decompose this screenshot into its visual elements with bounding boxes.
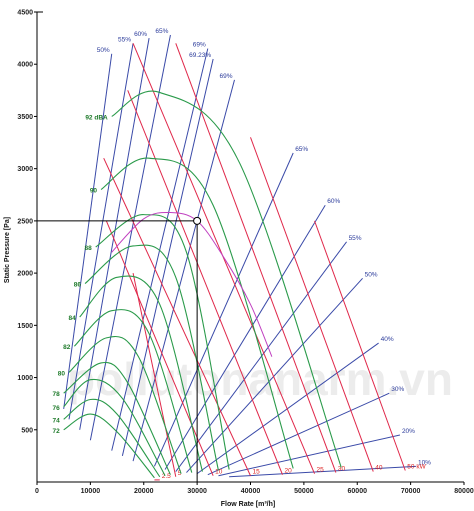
y-tick-label: 1500 [17,323,33,330]
power-label: 5 [178,470,182,477]
noise-curve [63,361,171,475]
noise-label: 86 [74,282,82,289]
efficiency-label: 20% [402,428,415,435]
x-tick-label: 70000 [401,488,421,495]
power-line [132,43,316,474]
efficiency-label: 55% [349,235,362,242]
x-tick-label: 50000 [294,488,314,495]
noise-label: 92 dBA [85,114,108,121]
power-line [105,220,214,476]
efficiency-label: 69% [193,42,206,49]
y-tick-label: 3500 [17,114,33,121]
efficiency-label: 40% [381,336,394,343]
power-label: 30 [338,466,346,473]
noise-curve [79,275,203,472]
noise-label: 80 [58,370,66,377]
x-tick-label: 60000 [348,488,368,495]
y-tick-label: 4000 [17,62,33,69]
y-tick-label: 3000 [17,166,33,173]
efficiency-label: 50% [97,47,110,54]
noise-curve [111,90,342,468]
noise-curve [100,157,294,469]
efficiency-label: 65% [155,28,168,35]
power-label: 15 [253,469,261,476]
noise-label: 72 [52,428,60,435]
efficiency-line [153,152,294,467]
x-tick-label: 10000 [81,488,101,495]
power-line [175,43,337,473]
power-line [103,158,251,476]
efficiency-line [229,465,416,478]
x-tick-label: 40000 [241,488,261,495]
watermark: pollutonanarm.vn [67,353,453,405]
efficiency-label: 50% [365,271,378,278]
power-line [250,137,374,472]
efficiency-label: 30% [391,386,404,393]
power-label: 2.5 [162,473,171,480]
efficiency-line [89,34,171,441]
noise-curve [84,244,220,471]
efficiency-line [207,392,390,476]
y-tick-label: 4500 [17,10,33,17]
efficiency-label: 69% [219,73,232,80]
y-axis-title: Static Pressure [Pa] [4,217,11,283]
x-tick-label: 0 [35,488,39,495]
efficiency-line [79,38,150,430]
noise-label: 76 [52,405,60,412]
efficiency-line [175,241,347,472]
efficiency-line [186,277,363,473]
efficiency-line [68,43,134,420]
power-label: 40 [375,465,383,472]
power-line [314,220,406,471]
noise-curve [63,378,166,476]
power-label: 10 [215,469,223,476]
noise-label: 90 [90,188,98,195]
x-tick-label: 30000 [187,488,207,495]
duty-point [193,216,202,225]
noise-label: 74 [52,417,60,424]
noise-label: 78 [52,391,60,398]
power-label: 50 kW [407,464,426,471]
efficiency-line [196,342,379,475]
noise-curve [95,214,230,470]
efficiency-label: 60% [134,31,147,38]
efficiency-line [63,53,113,409]
power-label: 25 [317,467,325,474]
x-tick-label: 80000 [454,488,474,495]
efficiency-line [132,79,235,462]
axes: 0 10000 20000 30000 40000 50000 60000 70000 8000… [17,10,473,496]
noise-label: 84 [68,315,76,322]
power-line [132,273,177,477]
y-tick-label: 2000 [17,271,33,278]
power-label: 20 [285,468,293,475]
efficiency-label: 60% [327,198,340,205]
noise-curve [68,335,182,474]
power-line [127,90,283,475]
efficiency-label: 10% [418,459,431,466]
noise-curve [73,309,193,473]
y-tick-label: 1000 [17,375,33,382]
efficiency-label: 69.23% [189,52,211,59]
noise-label: 82 [63,344,71,351]
efficiency-label: 55% [118,36,131,43]
y-tick-label: 2500 [17,218,33,225]
efficiency-line [121,58,214,457]
x-axis-title: Flow Rate [m³/h] [221,501,275,508]
noise-curve [63,413,155,479]
noise-curve [63,398,161,478]
efficiency-label: 65% [295,146,308,153]
efficiency-line [218,434,401,477]
y-tick-label: 500 [21,427,33,434]
x-tick-label: 20000 [134,488,154,495]
plot-area: 50%55%60% 65%69%69.23%69%65%60%55%50%40%3… [37,28,431,482]
noise-label: 88 [84,245,92,252]
